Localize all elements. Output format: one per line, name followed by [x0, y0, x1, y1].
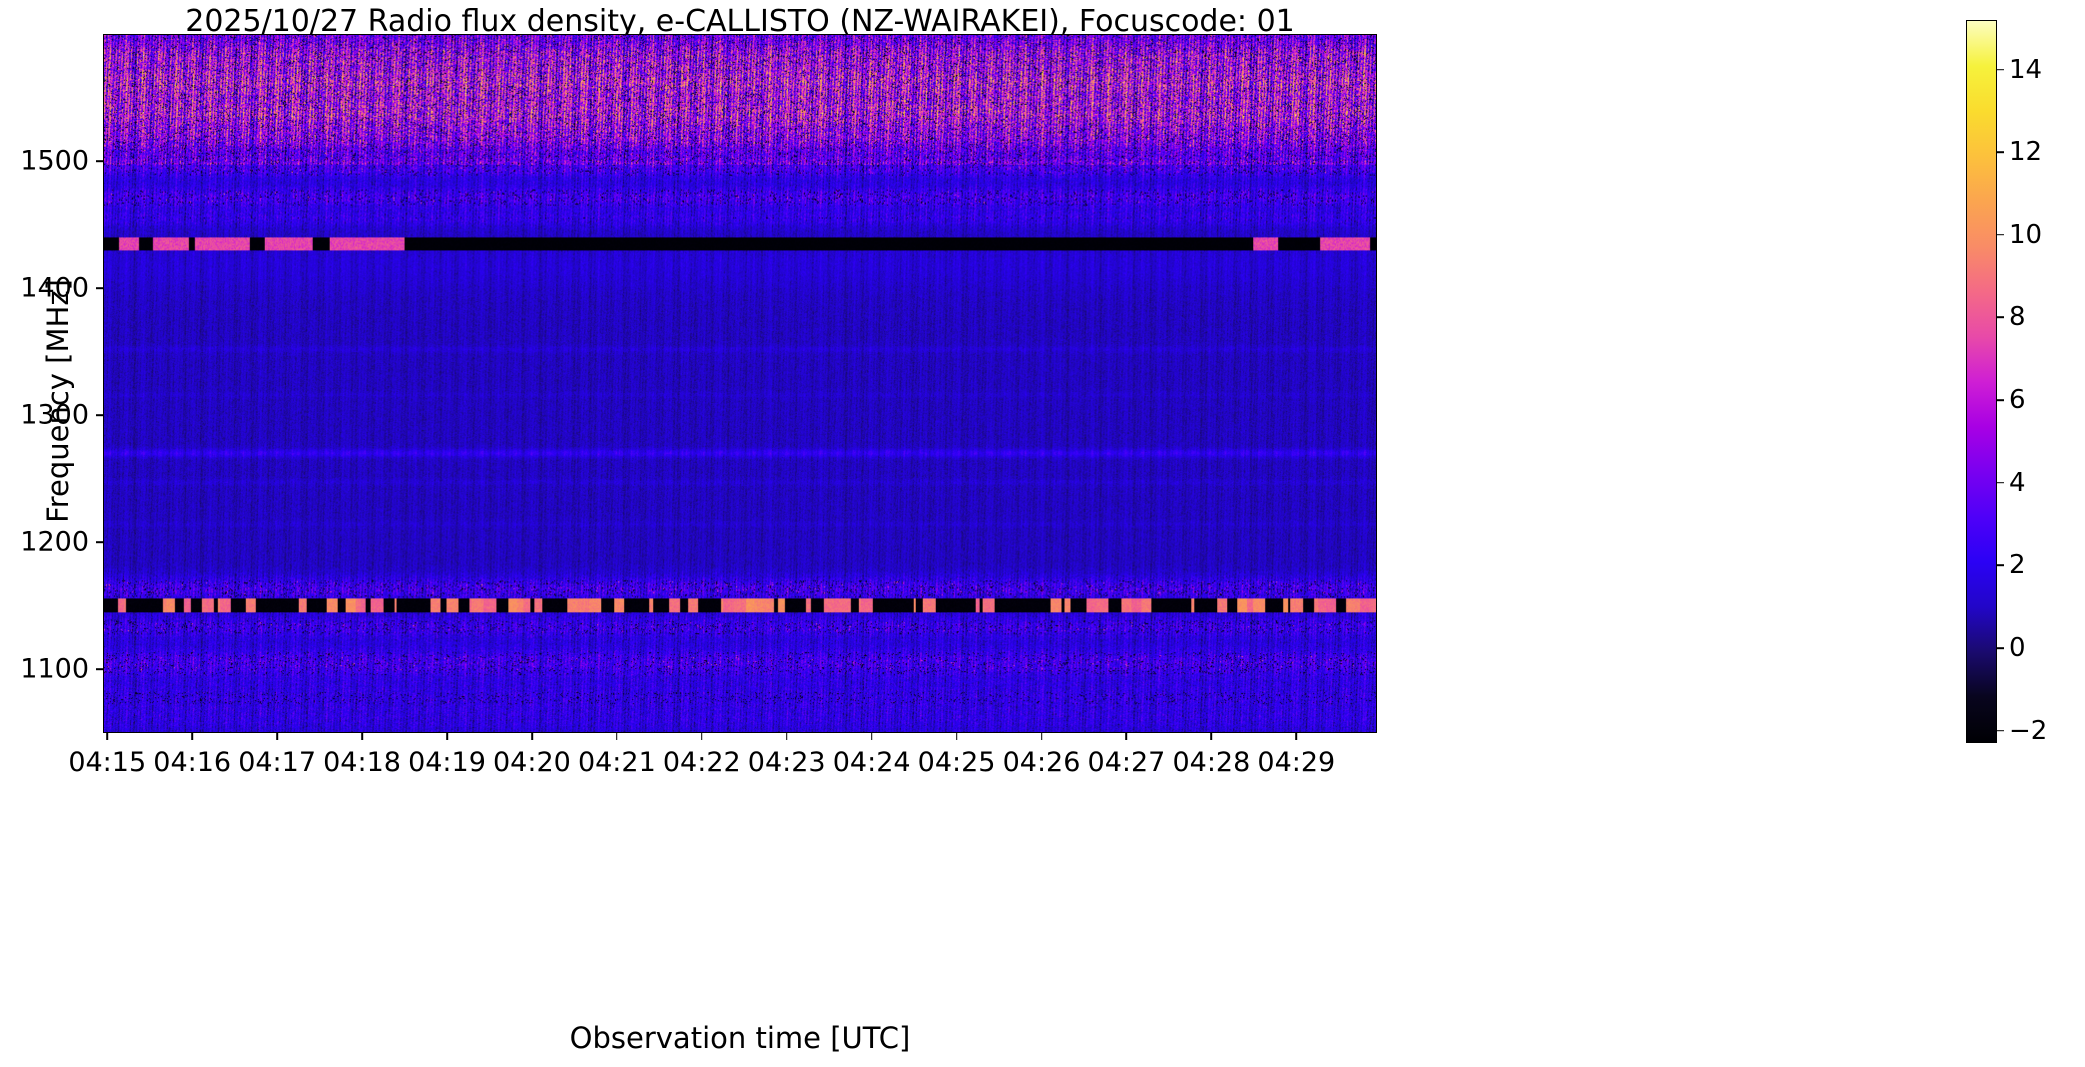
- colorbar-tick-mark: [1997, 647, 2004, 649]
- x-tick-mark: [870, 733, 873, 740]
- x-tick-label: 04:17: [238, 747, 317, 778]
- x-tick-label: 04:29: [1257, 747, 1336, 778]
- y-tick-mark: [96, 160, 103, 162]
- x-tick-label: 04:16: [153, 747, 232, 778]
- x-tick-mark: [106, 733, 109, 740]
- colorbar-tick-mark: [1997, 68, 2004, 71]
- colorbar-tick-label: 14: [2009, 54, 2043, 85]
- colorbar-tick-label: −2: [2009, 715, 2048, 746]
- x-tick-label: 04:27: [1087, 747, 1166, 778]
- colorbar-tick-label: 12: [2009, 137, 2043, 168]
- x-axis-label: Observation time [UTC]: [569, 1021, 911, 1055]
- colorbar-gradient: [1966, 20, 1997, 743]
- y-tick-label: 1200: [20, 526, 89, 558]
- x-tick-label: 04:24: [832, 747, 911, 778]
- y-tick-label: 1400: [20, 272, 89, 304]
- x-tick-mark: [446, 733, 448, 740]
- y-tick-label: 1500: [20, 145, 89, 177]
- x-tick-label: 04:22: [662, 747, 741, 778]
- y-tick-label: 1300: [20, 399, 89, 431]
- colorbar-tick-mark: [1997, 234, 2004, 236]
- x-tick-mark: [361, 733, 363, 740]
- x-tick-mark: [616, 733, 618, 740]
- colorbar-tick-mark: [1997, 151, 2004, 153]
- x-tick-label: 04:26: [1002, 747, 1081, 778]
- x-tick-label: 04:19: [408, 747, 486, 778]
- y-axis-tick-group: 1500 1400 1300 1200 1100: [0, 0, 103, 1067]
- x-tick-mark: [1210, 733, 1213, 740]
- x-tick-label: 04:28: [1172, 747, 1251, 778]
- y-tick-mark: [96, 668, 103, 671]
- x-tick-label: 04:25: [917, 747, 996, 778]
- x-tick-mark: [531, 733, 533, 740]
- colorbar-tick-label: 6: [2009, 385, 2026, 416]
- x-tick-label: 04:18: [323, 747, 401, 778]
- x-tick-label: 04:23: [747, 747, 826, 778]
- y-tick-mark: [96, 414, 103, 417]
- x-tick-mark: [276, 733, 278, 740]
- x-tick-label: 04:20: [493, 747, 571, 778]
- colorbar-tick-mark: [1997, 729, 2004, 732]
- x-tick-mark: [785, 733, 788, 740]
- y-tick-mark: [96, 541, 103, 544]
- x-tick-mark: [700, 733, 703, 740]
- x-axis-tick-group: 04:15 04:16 04:17 04:18 04:19 04:20 04:21 04:22…: [0, 733, 2085, 803]
- colorbar-tick-group: 14 12 10 8 6 4 2 0 −2: [1997, 20, 2085, 746]
- colorbar-tick-mark: [1997, 564, 2004, 567]
- colorbar-tick-mark: [1997, 316, 2004, 319]
- colorbar-tick-label: 10: [2009, 219, 2043, 250]
- colorbar-tick-label: 0: [2009, 632, 2026, 663]
- colorbar-tick-label: 2: [2009, 550, 2026, 581]
- x-tick-mark: [1125, 733, 1128, 740]
- x-tick-label: 04:21: [577, 747, 656, 778]
- x-tick-mark: [1295, 733, 1298, 740]
- spectrogram-plot-area[interactable]: [103, 34, 1377, 733]
- spectrogram-image: [104, 35, 1376, 732]
- y-tick-label: 1100: [20, 653, 89, 685]
- colorbar: 14 12 10 8 6 4 2 0 −2: [1966, 20, 2047, 746]
- x-tick-label: 04:15: [68, 747, 147, 778]
- y-axis-label: Frequency [MHz]: [41, 279, 75, 523]
- x-tick-mark: [1040, 733, 1043, 740]
- y-tick-mark: [96, 287, 103, 289]
- colorbar-tick-label: 4: [2009, 467, 2026, 498]
- x-tick-mark: [191, 733, 193, 740]
- figure-title: 2025/10/27 Radio flux density, e-CALLIST…: [185, 4, 1295, 39]
- colorbar-tick-label: 8: [2009, 302, 2026, 333]
- x-tick-mark: [955, 733, 958, 740]
- colorbar-tick-mark: [1997, 399, 2004, 401]
- colorbar-tick-mark: [1997, 481, 2004, 484]
